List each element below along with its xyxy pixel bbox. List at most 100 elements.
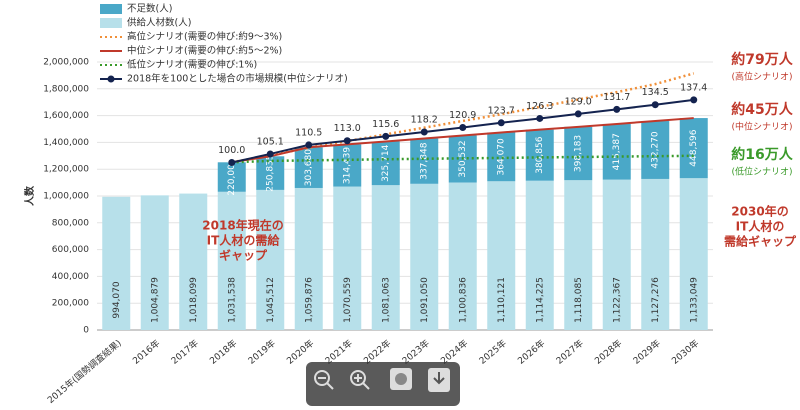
- x-tick-label: 2019年: [246, 337, 278, 367]
- point-value-label: 129.0: [565, 96, 592, 107]
- bar-value-label: 1,133,049: [689, 277, 699, 323]
- legend-label: 供給人材数(人): [127, 17, 191, 29]
- point-value-label: 123.7: [488, 105, 515, 116]
- bar: [564, 126, 593, 181]
- toolbar-bg: [306, 362, 460, 406]
- x-tick-label: 2016年: [130, 337, 162, 367]
- bar-value-label: 1,018,099: [189, 277, 199, 323]
- x-tick-label: 2028年: [592, 337, 624, 367]
- bar: [641, 178, 670, 330]
- bar-value-label: 380,856: [535, 136, 545, 173]
- y-axis-label: 人数: [23, 185, 36, 206]
- bar-value-label: 1,114,225: [535, 277, 545, 323]
- bar: [217, 191, 246, 330]
- bar-value-label: 1,031,538: [227, 277, 237, 323]
- annotation: 約79万人: [731, 51, 793, 68]
- marker: [613, 105, 621, 113]
- bar-value-label: 1,118,085: [574, 277, 584, 323]
- point-value-label: 131.7: [603, 92, 630, 103]
- bar: [294, 187, 323, 330]
- bar-value-label: 337,848: [420, 142, 430, 179]
- bar-value-label: 1,100,836: [458, 277, 468, 323]
- marker: [420, 128, 428, 136]
- marker: [536, 114, 544, 122]
- point-value-label: 137.4: [680, 82, 707, 93]
- x-tick-label: 2030年: [669, 337, 701, 367]
- bar: [602, 179, 631, 330]
- zoom-out-button[interactable]: [314, 370, 334, 390]
- bar: [525, 129, 554, 181]
- annotation: ギャップ: [219, 248, 268, 263]
- bar: [217, 162, 246, 192]
- point-value-label: 100.0: [218, 145, 245, 156]
- legend-label: 中位シナリオ(需要の伸び:約5～2%): [127, 45, 282, 57]
- gallery-button[interactable]: [390, 368, 412, 390]
- legend-marker: [107, 75, 115, 83]
- marker: [651, 101, 659, 109]
- toolbar: [306, 362, 460, 406]
- y-tick-label: 800,000: [52, 218, 89, 228]
- annotation: 2030年の: [731, 204, 788, 219]
- bar-value-label: 220,000: [227, 158, 237, 195]
- annotation: 約45万人: [731, 101, 793, 118]
- bar: [410, 138, 439, 184]
- bar: [679, 118, 708, 179]
- bar: [371, 141, 400, 186]
- legend-label: 低位シナリオ(需要の伸び:1%): [127, 59, 257, 71]
- bar-value-label: 1,110,121: [497, 277, 507, 323]
- bar-value-label: 398,183: [574, 135, 584, 172]
- annotation: 約16万人: [731, 146, 793, 163]
- x-tick-label: 2026年: [515, 337, 547, 367]
- bar-value-label: 1,081,063: [381, 277, 391, 323]
- marker: [228, 159, 236, 166]
- bar-value-label: 325,714: [381, 144, 391, 181]
- bar-value-label: 250,835: [266, 154, 276, 191]
- legend-label: 不足数(人): [127, 3, 172, 15]
- line-series: [231, 72, 695, 164]
- marker: [690, 96, 698, 104]
- download-button[interactable]: [428, 368, 450, 392]
- annotation: (低位シナリオ): [731, 166, 792, 178]
- bar-value-label: 1,091,050: [420, 277, 430, 323]
- y-tick-label: 1,200,000: [43, 165, 89, 175]
- bar-value-label: 432,270: [651, 131, 661, 168]
- bar: [256, 189, 285, 330]
- x-tick-label: 2017年: [169, 337, 201, 367]
- legend-label: 高位シナリオ(需要の伸び:約9～3%): [127, 31, 282, 43]
- annotation: 需給ギャップ: [724, 234, 797, 249]
- y-tick-label: 2,000,000: [43, 58, 89, 68]
- point-value-label: 118.2: [411, 115, 438, 126]
- marker: [459, 123, 467, 131]
- point-value-label: 113.0: [334, 123, 361, 134]
- x-tick-label: 2029年: [631, 337, 663, 367]
- bar: [294, 147, 323, 188]
- bar: [602, 123, 631, 180]
- point-value-label: 105.1: [257, 136, 284, 147]
- bar: [371, 185, 400, 330]
- annotation: (中位シナリオ): [731, 121, 792, 133]
- bar: [525, 180, 554, 330]
- annotation: 2018年現在の: [202, 218, 283, 233]
- bar: [140, 195, 169, 330]
- point-value-label: 134.5: [642, 87, 669, 98]
- legend-swatch: [100, 18, 122, 28]
- bar-value-label: 1,122,367: [612, 277, 622, 323]
- zoom-in-button[interactable]: [350, 370, 370, 390]
- bar: [641, 121, 670, 179]
- y-tick-label: 0: [83, 326, 89, 336]
- bar: [487, 181, 516, 330]
- annotation: IT人材の需給: [207, 233, 281, 248]
- marker: [343, 137, 351, 145]
- bar: [179, 193, 208, 330]
- bar-value-label: 1,059,876: [304, 277, 314, 323]
- bar: [102, 196, 131, 330]
- y-tick-label: 1,800,000: [43, 84, 89, 94]
- bar-value-label: 448,596: [689, 129, 699, 166]
- line-series: [231, 154, 694, 164]
- marker: [305, 141, 313, 149]
- bar: [333, 186, 362, 330]
- point-value-label: 115.6: [372, 119, 399, 130]
- bar: [410, 183, 439, 330]
- bar-value-label: 1,127,276: [651, 277, 661, 323]
